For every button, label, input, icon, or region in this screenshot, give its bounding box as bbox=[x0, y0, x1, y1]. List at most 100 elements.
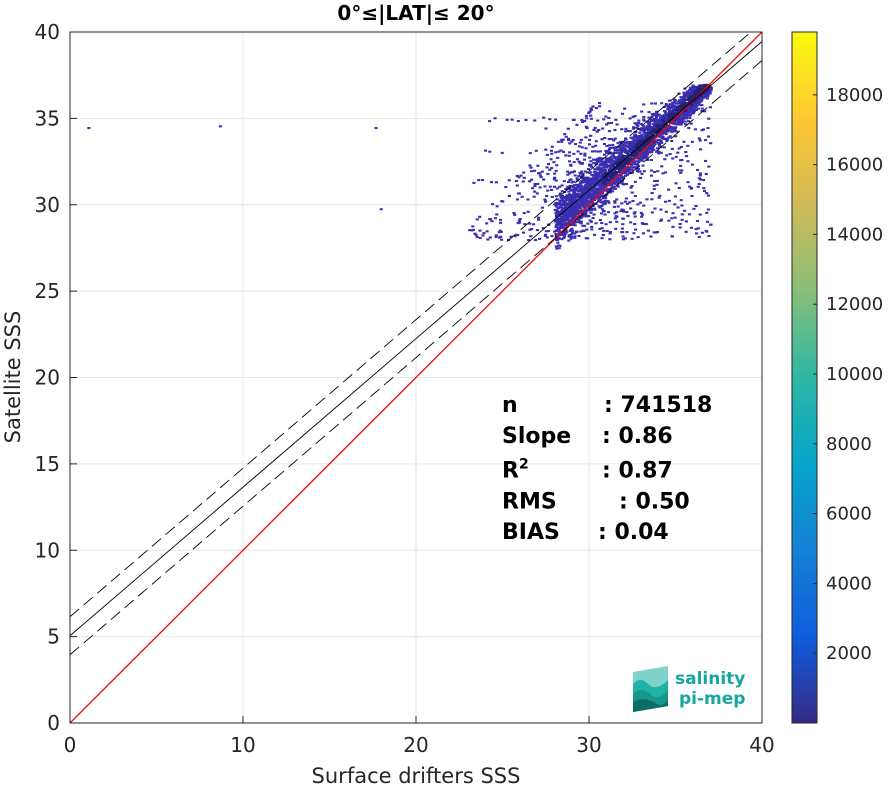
density-bin bbox=[615, 211, 619, 214]
density-bin bbox=[607, 150, 611, 153]
density-bin bbox=[608, 144, 612, 147]
density-bin bbox=[690, 163, 695, 166]
density-bin bbox=[561, 220, 566, 223]
density-bin bbox=[533, 119, 537, 122]
density-bin bbox=[581, 172, 585, 175]
density-bin bbox=[590, 228, 594, 231]
density-bin bbox=[655, 110, 659, 113]
density-bin bbox=[698, 178, 703, 181]
density-bin bbox=[573, 232, 577, 235]
density-bin bbox=[561, 150, 566, 153]
density-bin bbox=[615, 171, 619, 174]
density-bin bbox=[597, 200, 601, 203]
density-bin bbox=[622, 210, 626, 213]
density-bin bbox=[606, 183, 610, 186]
density-bin bbox=[693, 128, 697, 131]
density-bin bbox=[602, 161, 606, 164]
density-bin bbox=[676, 102, 681, 105]
density-bin bbox=[657, 141, 661, 145]
density-bin bbox=[652, 184, 656, 187]
density-bin bbox=[640, 145, 644, 148]
density-bin bbox=[655, 147, 659, 150]
density-bin bbox=[642, 154, 646, 157]
density-bin bbox=[681, 117, 685, 120]
density-bin bbox=[548, 168, 552, 171]
density-bin bbox=[650, 113, 654, 116]
density-bin bbox=[560, 215, 565, 218]
density-bin bbox=[628, 155, 633, 159]
density-bin bbox=[674, 155, 678, 158]
density-bin bbox=[602, 229, 606, 232]
density-bin bbox=[692, 106, 697, 109]
density-bin bbox=[656, 170, 660, 173]
density-bin bbox=[564, 154, 568, 157]
density-bin bbox=[667, 107, 671, 111]
density-bin bbox=[564, 188, 568, 191]
density-bin bbox=[575, 123, 579, 126]
density-bin bbox=[636, 135, 640, 138]
density-bin bbox=[589, 181, 593, 184]
y-tick-label: 0 bbox=[47, 711, 60, 735]
density-bin bbox=[625, 202, 630, 205]
density-bin bbox=[687, 91, 691, 94]
density-bin bbox=[612, 205, 616, 208]
density-bin bbox=[657, 152, 661, 155]
density-bin bbox=[688, 114, 692, 117]
density-bin bbox=[649, 174, 654, 177]
density-bin bbox=[684, 91, 688, 94]
density-bin bbox=[550, 235, 554, 238]
density-bin bbox=[694, 100, 698, 103]
density-bin bbox=[570, 205, 574, 208]
density-bin bbox=[659, 208, 663, 211]
density-bin bbox=[557, 150, 561, 153]
density-bin bbox=[658, 144, 662, 148]
density-cloud bbox=[87, 83, 713, 250]
density-bin bbox=[661, 135, 665, 138]
density-bin bbox=[567, 187, 572, 190]
density-bin bbox=[599, 162, 603, 165]
density-bin bbox=[699, 94, 703, 97]
density-bin bbox=[705, 192, 709, 195]
density-bin bbox=[625, 160, 630, 163]
density-bin bbox=[471, 228, 476, 231]
density-bin bbox=[567, 180, 571, 184]
density-bin bbox=[599, 201, 604, 204]
density-bin bbox=[637, 119, 641, 122]
density-bin bbox=[704, 229, 708, 232]
density-bin bbox=[585, 187, 589, 190]
density-bin bbox=[692, 91, 696, 94]
density-bin bbox=[658, 194, 662, 197]
density-bin bbox=[558, 194, 562, 197]
density-bin bbox=[589, 107, 593, 110]
density-bin bbox=[596, 188, 601, 191]
density-bin bbox=[578, 171, 582, 174]
density-bin bbox=[556, 213, 561, 216]
density-bin bbox=[614, 118, 618, 121]
density-bin bbox=[592, 176, 596, 179]
x-tick-label: 30 bbox=[576, 733, 601, 757]
density-bin bbox=[696, 107, 700, 110]
x-tick-label: 40 bbox=[749, 733, 774, 757]
stat-value: : 0.86 bbox=[602, 424, 673, 449]
density-bin bbox=[658, 128, 663, 131]
density-bin bbox=[599, 170, 604, 173]
density-bin bbox=[570, 206, 574, 209]
density-bin bbox=[695, 91, 699, 94]
density-bin bbox=[637, 134, 642, 137]
density-bin bbox=[686, 90, 690, 93]
density-bin bbox=[701, 179, 706, 182]
density-bin bbox=[604, 161, 608, 164]
density-bin bbox=[603, 183, 607, 186]
density-bin bbox=[595, 187, 599, 190]
density-bin bbox=[622, 160, 626, 163]
density-bin bbox=[633, 222, 637, 226]
density-bin bbox=[564, 203, 568, 206]
density-bin bbox=[649, 235, 653, 238]
density-bin bbox=[526, 210, 530, 213]
density-bin bbox=[591, 216, 595, 220]
density-bin bbox=[651, 136, 655, 139]
density-bin bbox=[561, 214, 565, 217]
density-bin bbox=[626, 214, 630, 218]
density-bin bbox=[608, 177, 612, 180]
density-bin bbox=[578, 210, 582, 213]
